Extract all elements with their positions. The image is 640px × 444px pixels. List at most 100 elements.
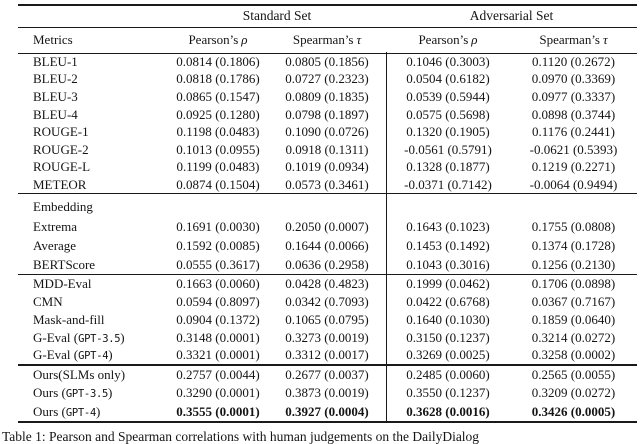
metric-text-suffix: ) — [95, 403, 101, 419]
value-cell: 0.0818 (0.1786) — [176, 71, 260, 87]
value-cell: 0.3214 (0.0272) — [531, 329, 616, 345]
value-cell: 0.1663 (0.0060) — [176, 276, 260, 291]
value-cell: 0.1046 (0.3003) — [406, 54, 490, 70]
value-cell: 0.1019 (0.0934) — [285, 159, 369, 175]
table-section: Ours(SLMs only) 0.2757 (0.0044) 0.2677 (0.… — [18, 364, 638, 422]
value-cell: 0.1120 (0.2672) — [532, 54, 615, 70]
metric-text: ROUGE-2 — [33, 141, 89, 157]
metric-label: ROUGE-L — [18, 159, 168, 177]
metric-text: G-Eval ( — [33, 329, 79, 345]
table-row: Ours (GPT-4) 0.3555 (0.0001) 0.3927 (0.000… — [18, 403, 637, 422]
metric-text-suffix: ) — [108, 385, 113, 401]
metric-label: Average — [18, 237, 168, 256]
value-cell — [510, 194, 637, 218]
table-row: METEOR 0.0874 (0.1504) 0.0573 (0.3461) -0.0… — [18, 176, 637, 194]
value-cell: 0.0727 (0.2323) — [285, 71, 369, 87]
column-header-row: Metrics Pearson’s ρ Spearman’s τ Pearson’s… — [18, 27, 638, 53]
value-cell: 0.1090 (0.0726) — [285, 124, 369, 140]
metric-text: CMN — [33, 293, 63, 309]
value-cell: 0.0814 (0.1806) — [176, 54, 260, 70]
metric-text: ROUGE-L — [33, 159, 91, 175]
metric-model-name: GPT-4 — [65, 406, 96, 419]
column-header-label: Spearman’s — [292, 32, 354, 47]
value-cell: 0.1256 (0.2130) — [531, 257, 616, 272]
value-cell: 0.2757 (0.0044) — [176, 366, 260, 382]
metric-label: ROUGE-2 — [18, 141, 168, 159]
value-cell: 0.3426 (0.0005) — [531, 403, 616, 419]
table-row: ROUGE-2 0.1013 (0.0955) 0.0918 (0.1311) -0.… — [18, 141, 637, 159]
table-section: Embedding Extrema 0.1691 (0.0030) 0.2050 (0… — [18, 193, 638, 275]
value-cell: 0.0504 (0.6182) — [406, 71, 490, 87]
table-row: ROUGE-1 0.1198 (0.0483) 0.1090 (0.0726) 0.1… — [18, 123, 637, 141]
value-cell: 0.1999 (0.0462) — [406, 276, 490, 291]
column-header-std-pearson: Pearson’s ρ — [168, 27, 268, 53]
table-row: BLEU-2 0.0818 (0.1786) 0.0727 (0.2323) 0.05… — [18, 71, 637, 89]
value-cell: 0.3628 (0.0016) — [406, 403, 490, 419]
metric-text: Mask-and-fill — [33, 311, 105, 327]
value-cell: 0.3273 (0.0019) — [285, 329, 369, 345]
metric-label: Mask-and-fill — [18, 311, 168, 329]
column-header-adv-spearman: Spearman’s τ — [510, 27, 637, 53]
metric-text: Average — [33, 238, 77, 254]
rho-symbol: ρ — [471, 32, 478, 47]
metric-label: Embedding — [18, 194, 168, 218]
value-cell: 0.3150 (0.1237) — [406, 329, 490, 345]
metric-text: BLEU-4 — [33, 106, 78, 122]
table-row: BLEU-3 0.0865 (0.1547) 0.0809 (0.1835) 0.05… — [18, 88, 637, 106]
table-row: Ours(SLMs only) 0.2757 (0.0044) 0.2677 (0.… — [18, 365, 637, 384]
table-row: CMN 0.0594 (0.8097) 0.0342 (0.7093) 0.0422 … — [18, 293, 637, 311]
value-cell: 0.1176 (0.2441) — [532, 124, 615, 140]
column-header-adv-pearson: Pearson’s ρ — [386, 27, 510, 53]
value-cell: 0.3290 (0.0001) — [176, 385, 260, 401]
value-cell: 0.1219 (0.2271) — [531, 159, 616, 175]
table-row: MDD-Eval 0.1663 (0.0060) 0.0428 (0.4823) 0.… — [18, 275, 637, 293]
value-cell: -0.0371 (0.7142) — [404, 176, 492, 192]
table-row: BLEU-4 0.0925 (0.1280) 0.0798 (0.1897) 0.05… — [18, 106, 637, 124]
column-header-std-spearman: Spearman’s τ — [268, 27, 386, 53]
value-cell: 0.1320 (0.1905) — [406, 124, 490, 140]
value-cell: -0.0621 (0.5393) — [529, 141, 618, 157]
value-cell: 0.0428 (0.4823) — [285, 276, 369, 291]
results-table: Standard Set Adversarial Set Metrics Pea… — [18, 4, 638, 423]
column-header-metrics: Metrics — [33, 32, 73, 47]
metric-label: ROUGE-1 — [18, 123, 168, 141]
value-cell: -0.0064 (0.9494) — [529, 176, 618, 192]
column-header-label: Spearman’s — [539, 32, 600, 47]
table-row: G-Eval (GPT-3.5) 0.3148 (0.0001) 0.3273 (0… — [18, 329, 637, 347]
value-cell: 0.3555 (0.0001) — [176, 403, 260, 419]
metric-label: MDD-Eval — [18, 275, 168, 293]
value-cell — [268, 194, 386, 218]
metric-model-name: GPT-3.5 — [65, 388, 109, 401]
metric-label: METEOR — [18, 176, 168, 194]
value-cell: 0.1706 (0.0898) — [531, 276, 616, 291]
metric-text: Ours ( — [33, 403, 66, 419]
value-cell: 0.3927 (0.0004) — [285, 403, 369, 419]
value-cell: 0.0904 (0.1372) — [176, 311, 260, 327]
value-cell: 0.1374 (0.1728) — [531, 238, 616, 254]
value-cell: 0.1640 (0.1030) — [406, 311, 490, 327]
group-header-standard-set: Standard Set — [242, 8, 312, 24]
value-cell: 0.3550 (0.1237) — [406, 385, 490, 401]
table-section: MDD-Eval 0.1663 (0.0060) 0.0428 (0.4823) 0.… — [18, 274, 638, 365]
table-row: Extrema 0.1691 (0.0030) 0.2050 (0.0007) 0.1… — [18, 218, 637, 237]
value-cell: 0.0805 (0.1856) — [285, 54, 369, 70]
value-cell: 0.0594 (0.8097) — [176, 293, 260, 309]
metric-label: G-Eval (GPT-4) — [18, 347, 168, 365]
metric-model-name: GPT-4 — [78, 350, 109, 363]
value-cell: 0.0539 (0.5944) — [406, 88, 490, 104]
value-cell: 0.0573 (0.3461) — [285, 176, 369, 192]
value-cell: 0.0575 (0.5698) — [406, 106, 490, 122]
value-cell: 0.1199 (0.0483) — [176, 159, 260, 175]
value-cell: 0.1691 (0.0030) — [176, 219, 260, 235]
table-row: Mask-and-fill 0.0904 (0.1372) 0.1065 (0.07… — [18, 311, 637, 329]
metric-text: Ours ( — [33, 385, 66, 401]
value-cell: 0.1453 (0.1492) — [406, 238, 490, 254]
metric-label: Extrema — [18, 218, 168, 237]
metric-text: ROUGE-1 — [33, 124, 89, 140]
table-row: Embedding — [18, 194, 637, 218]
table-caption: Table 1: Pearson and Spearman correlatio… — [2, 429, 480, 444]
value-cell: 0.1644 (0.0066) — [285, 238, 369, 254]
metric-label: BLEU-3 — [18, 88, 168, 106]
metric-text-suffix: ) — [108, 347, 113, 363]
value-cell: 0.0898 (0.3744) — [531, 106, 616, 122]
